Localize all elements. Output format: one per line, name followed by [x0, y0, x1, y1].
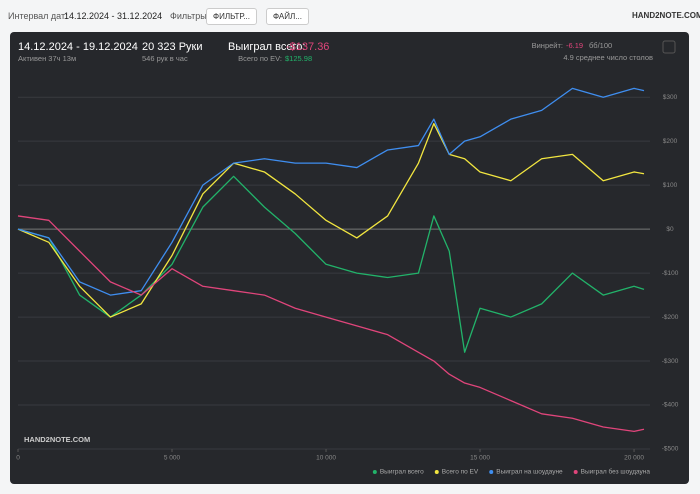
x-tick-label: 5 000 — [164, 455, 181, 462]
legend-swatch — [573, 470, 578, 474]
ev-value: $125.98 — [285, 54, 312, 63]
y-tick-label: -$500 — [662, 446, 679, 453]
x-tick-label: 0 — [16, 455, 20, 462]
filter-text: ФИЛЬТР... — [213, 12, 250, 21]
file-button[interactable]: ФАЙЛ... — [266, 8, 309, 25]
x-tick-label: 10 000 — [316, 455, 336, 462]
legend-swatch — [434, 470, 439, 474]
rate: 546 рук в час — [142, 54, 188, 63]
active: Активен 37ч 13м — [18, 54, 76, 63]
panel-bg — [10, 32, 689, 484]
y-tick-label: -$100 — [662, 270, 679, 277]
y-tick-label: $300 — [663, 94, 678, 101]
won-label: Выиграл всего: — [228, 41, 305, 53]
watermark: HAND2NOTE.COM — [24, 435, 90, 444]
y-tick-label: $100 — [663, 182, 678, 189]
legend-swatch — [489, 470, 494, 474]
winrate-label: Винрейт: — [532, 41, 563, 50]
series-line — [17, 175, 645, 353]
won-value: -$137.36 — [286, 41, 329, 53]
period: 14.12.2024 - 19.12.2024 — [18, 41, 138, 53]
legend-label: Выиграл всего — [380, 469, 424, 476]
date-range[interactable]: 14.12.2024 - 31.12.2024 — [64, 11, 163, 21]
legend-swatch — [372, 470, 377, 474]
date-label: Интервал дат: — [8, 11, 68, 21]
winrate-value: -6.19 — [566, 41, 583, 50]
legend-label: Выиграл на шоудауне — [496, 469, 563, 476]
x-tick-label: 15 000 — [470, 455, 490, 462]
y-tick-label: $200 — [663, 138, 678, 145]
winrate-unit: бб/100 — [589, 41, 612, 50]
ev-label: Всего по EV: — [238, 54, 282, 63]
legend-label: Выиграл без шоудауна — [581, 468, 651, 476]
legend-label: Всего по EV — [442, 469, 479, 476]
y-tick-label: $0 — [666, 226, 674, 233]
tables: 4.9 среднее число столов — [563, 53, 653, 62]
x-tick-label: 20 000 — [624, 455, 644, 462]
series-line — [17, 87, 645, 296]
chart-panel: 14.12.2024 - 19.12.2024 Активен 37ч 13м … — [10, 32, 689, 484]
logo: HAND2NOTE.COM — [632, 11, 700, 20]
y-tick-label: -$400 — [662, 402, 679, 409]
filters-label: Фильтры: — [170, 11, 210, 21]
y-tick-label: -$300 — [662, 358, 679, 365]
y-tick-label: -$200 — [662, 314, 679, 321]
hands: 20 323 Руки — [142, 41, 203, 53]
filter-button[interactable]: ФИЛЬТР... — [206, 8, 257, 25]
series-line — [17, 122, 645, 318]
file-text: ФАЙЛ... — [273, 12, 302, 21]
settings-button[interactable] — [662, 40, 676, 54]
series-line — [17, 215, 645, 433]
